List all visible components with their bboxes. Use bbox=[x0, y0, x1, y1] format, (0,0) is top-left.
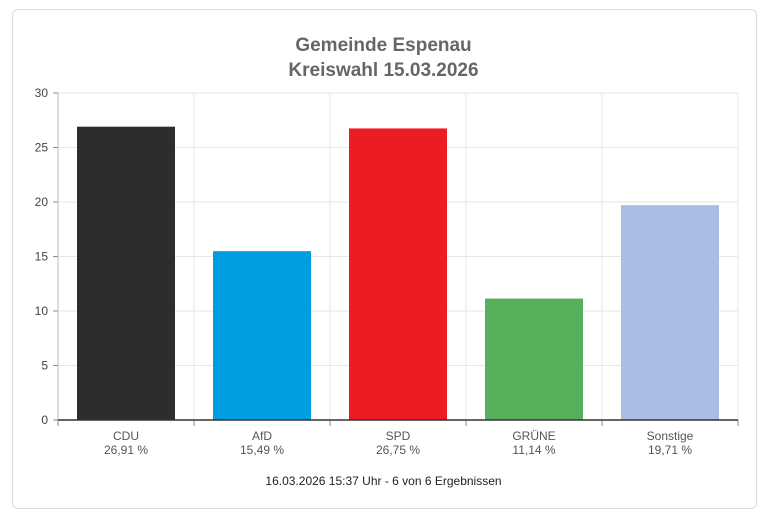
bar-grüne bbox=[485, 298, 583, 420]
y-tick-label: 10 bbox=[35, 304, 49, 318]
bar-sonstige bbox=[621, 205, 719, 420]
bar-afd bbox=[213, 251, 311, 420]
y-tick-label: 30 bbox=[35, 86, 49, 100]
bar-value-label: 19,71 % bbox=[648, 443, 692, 457]
results-status: 16.03.2026 15:37 Uhr - 6 von 6 Ergebniss… bbox=[265, 474, 502, 488]
bar-cdu bbox=[77, 126, 175, 420]
x-tick-label: AfD bbox=[252, 429, 272, 443]
x-tick-label: Sonstige bbox=[647, 429, 694, 443]
y-tick-label: 5 bbox=[41, 359, 48, 373]
bar-spd bbox=[349, 128, 447, 421]
y-tick-label: 0 bbox=[41, 413, 48, 427]
chart-title: Gemeinde Espenau bbox=[295, 35, 472, 56]
y-tick-label: 15 bbox=[35, 250, 49, 264]
x-tick-label: SPD bbox=[386, 429, 411, 443]
y-tick-label: 25 bbox=[35, 141, 49, 155]
y-tick-label: 20 bbox=[35, 195, 49, 209]
bar-value-label: 26,75 % bbox=[376, 443, 420, 457]
x-tick-label: GRÜNE bbox=[512, 429, 555, 443]
bar-value-label: 11,14 % bbox=[512, 443, 555, 457]
bar-value-label: 15,49 % bbox=[240, 443, 284, 457]
chart-subtitle: Kreiswahl 15.03.2026 bbox=[288, 60, 479, 81]
x-tick-label: CDU bbox=[113, 429, 139, 443]
bar-value-label: 26,91 % bbox=[104, 443, 148, 457]
